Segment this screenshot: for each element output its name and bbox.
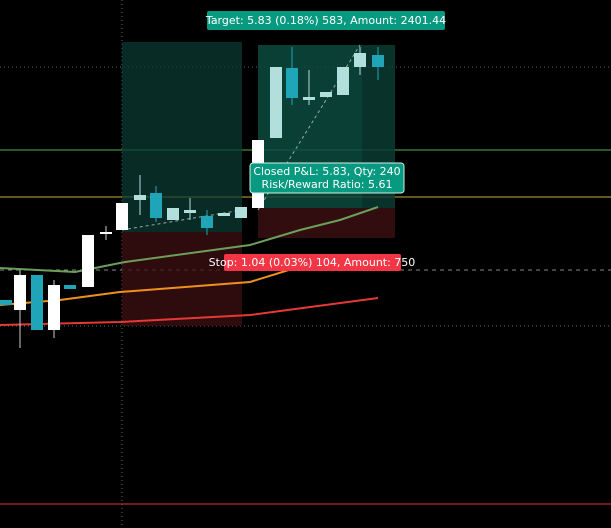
candle bbox=[184, 210, 196, 213]
stop-label-box bbox=[224, 254, 401, 271]
candle bbox=[303, 97, 315, 100]
candles bbox=[0, 47, 384, 348]
profit-zone bbox=[122, 42, 242, 232]
candle bbox=[14, 275, 26, 310]
candle bbox=[134, 195, 146, 200]
candle bbox=[354, 53, 366, 67]
candle bbox=[31, 275, 43, 330]
candle bbox=[201, 216, 213, 228]
candle bbox=[235, 207, 247, 218]
candle bbox=[48, 285, 60, 330]
candle bbox=[320, 92, 332, 97]
candle bbox=[82, 235, 94, 287]
closed-label-box bbox=[249, 162, 405, 194]
candle bbox=[0, 300, 12, 305]
trade-path bbox=[121, 209, 243, 231]
target-label-box bbox=[207, 11, 445, 30]
candle bbox=[64, 285, 76, 289]
target-label: Target: 5.83 (0.18%) 583, Amount: 2401.4… bbox=[205, 14, 446, 27]
stop-label: Stop: 1.04 (0.03%) 104, Amount: 750 bbox=[209, 256, 416, 269]
risk-reward-label: Risk/Reward Ratio: 5.61 bbox=[262, 178, 393, 191]
candle bbox=[100, 232, 112, 234]
candle bbox=[150, 193, 162, 218]
candle bbox=[372, 55, 384, 67]
candle bbox=[286, 68, 298, 98]
candle bbox=[270, 67, 282, 138]
candle bbox=[167, 208, 179, 220]
closed-pnl-label: Closed P&L: 5.83, Qty: 240 bbox=[253, 165, 400, 178]
moving-average-green bbox=[0, 206, 379, 274]
candle bbox=[116, 203, 128, 230]
candle bbox=[218, 213, 230, 216]
loss-zone bbox=[122, 232, 242, 326]
candle bbox=[337, 67, 349, 95]
